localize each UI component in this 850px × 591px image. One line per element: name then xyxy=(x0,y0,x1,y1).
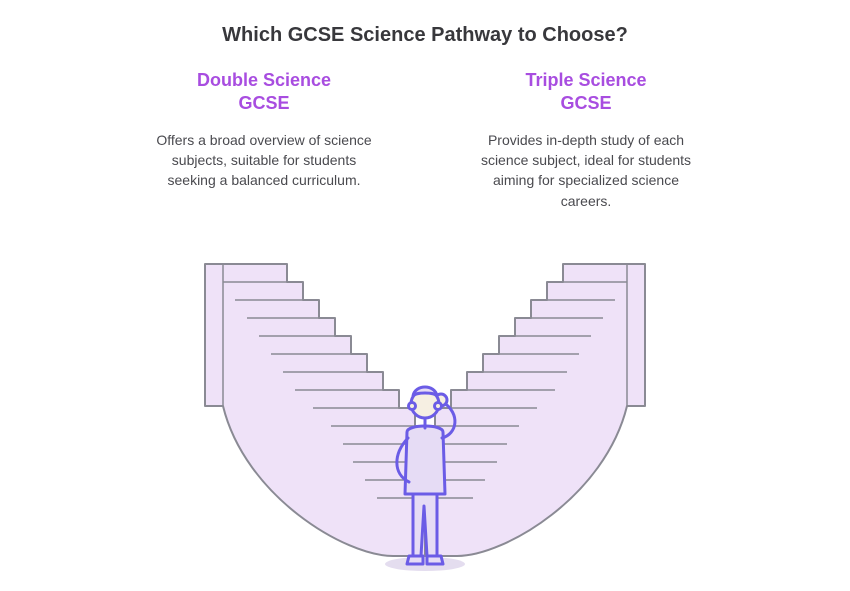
option-triple-science: Triple Science GCSE Provides in-depth st… xyxy=(471,69,701,211)
pathway-illustration xyxy=(195,256,655,576)
option-body-left: Offers a broad overview of science subje… xyxy=(149,130,379,191)
heading-line: GCSE xyxy=(238,93,289,113)
shadow xyxy=(385,557,465,571)
staircase-right-icon xyxy=(425,264,645,556)
heading-line: Triple Science xyxy=(525,70,646,90)
heading-line: GCSE xyxy=(560,93,611,113)
options-row: Double Science GCSE Offers a broad overv… xyxy=(0,69,850,211)
option-heading-left: Double Science GCSE xyxy=(149,69,379,116)
option-heading-right: Triple Science GCSE xyxy=(471,69,701,116)
staircase-left-icon xyxy=(205,264,425,556)
option-double-science: Double Science GCSE Offers a broad overv… xyxy=(149,69,379,211)
heading-line: Double Science xyxy=(197,70,331,90)
option-body-right: Provides in-depth study of each science … xyxy=(471,130,701,211)
page-title: Which GCSE Science Pathway to Choose? xyxy=(0,24,850,47)
